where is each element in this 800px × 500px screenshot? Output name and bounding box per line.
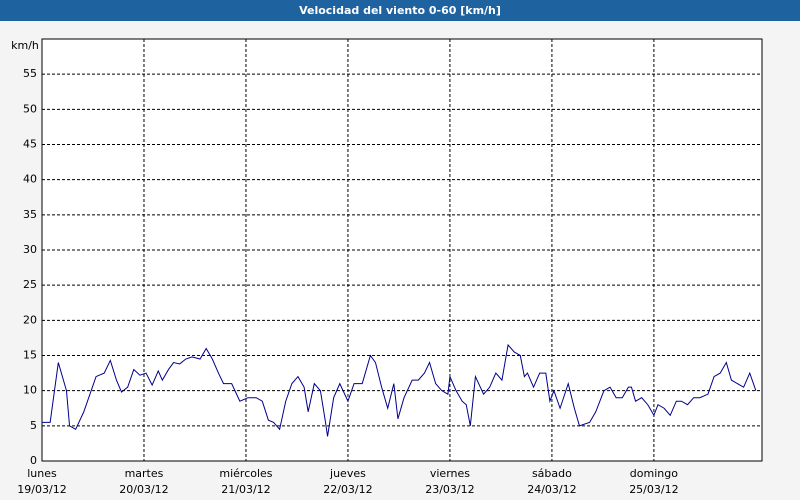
x-tick-label: sábado — [532, 467, 572, 480]
x-tick-label: lunes — [27, 467, 57, 480]
y-tick-label: 0 — [30, 454, 37, 467]
y-tick-label: 50 — [23, 102, 37, 115]
y-tick-label: 20 — [23, 313, 37, 326]
x-tick-date: 20/03/12 — [119, 483, 168, 496]
series-line — [42, 343, 757, 437]
title-bar — [0, 0, 800, 21]
chart-title: Velocidad del viento 0-60 [km/h] — [299, 4, 501, 17]
y-axis-label: km/h — [11, 39, 39, 52]
x-tick-date: 22/03/12 — [323, 483, 372, 496]
x-tick-label: miércoles — [219, 467, 272, 480]
y-tick-label: 40 — [23, 173, 37, 186]
x-tick-date: 19/03/12 — [17, 483, 66, 496]
x-tick-date: 21/03/12 — [221, 483, 270, 496]
y-tick-label: 5 — [30, 419, 37, 432]
x-tick-date: 25/03/12 — [629, 483, 678, 496]
y-tick-label: 30 — [23, 243, 37, 256]
x-tick-date: 23/03/12 — [425, 483, 474, 496]
x-tick-label: viernes — [430, 467, 470, 480]
y-tick-label: 55 — [23, 67, 37, 80]
y-tick-label: 25 — [23, 278, 37, 291]
x-tick-date: 24/03/12 — [527, 483, 576, 496]
y-tick-label: 35 — [23, 208, 37, 221]
y-tick-label: 45 — [23, 138, 37, 151]
x-tick-label: martes — [125, 467, 164, 480]
x-tick-label: jueves — [329, 467, 366, 480]
x-tick-label: domingo — [630, 467, 678, 480]
y-tick-label: 10 — [23, 384, 37, 397]
y-tick-label: 15 — [23, 349, 37, 362]
